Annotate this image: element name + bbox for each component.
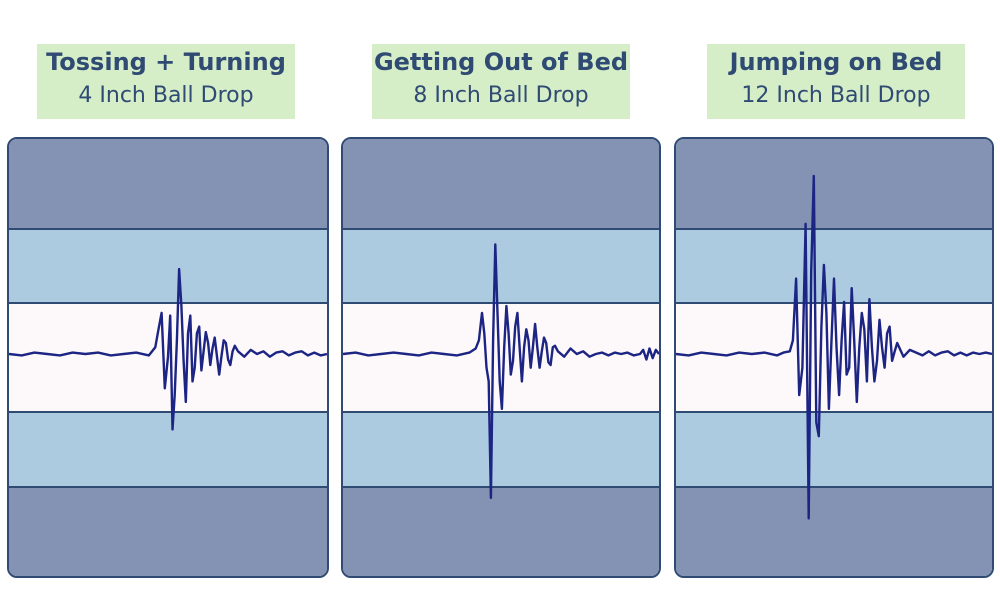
chart-band xyxy=(343,412,659,487)
chart-title: Jumping on Bed xyxy=(729,48,943,76)
chart-subtitle: 8 Inch Ball Drop xyxy=(413,83,589,108)
chart-band xyxy=(343,229,659,303)
chart-title: Getting Out of Bed xyxy=(373,48,629,76)
chart-subtitle: 4 Inch Ball Drop xyxy=(78,83,254,108)
chart-band xyxy=(9,487,327,576)
vibration-series-line xyxy=(9,267,327,431)
chart-title: Tossing + Turning xyxy=(46,48,286,76)
chart-band xyxy=(676,412,992,487)
chart-svg xyxy=(9,139,327,576)
chart-panel xyxy=(7,137,329,578)
chart-band xyxy=(9,229,327,303)
vibration-series-line xyxy=(343,243,659,500)
chart-title-box: Getting Out of Bed 8 Inch Ball Drop xyxy=(372,44,630,119)
chart-svg xyxy=(343,139,659,576)
chart-title-box: Tossing + Turning 4 Inch Ball Drop xyxy=(37,44,295,119)
chart-band xyxy=(343,487,659,576)
chart-band xyxy=(9,139,327,231)
vibration-series-line xyxy=(676,174,992,520)
chart-svg xyxy=(676,139,992,576)
chart-band xyxy=(676,139,992,231)
chart-band xyxy=(676,487,992,576)
chart-panel xyxy=(674,137,994,578)
chart-panel xyxy=(341,137,661,578)
chart-band xyxy=(676,303,992,412)
chart-band xyxy=(343,139,659,231)
chart-title-box: Jumping on Bed 12 Inch Ball Drop xyxy=(707,44,965,119)
chart-subtitle: 12 Inch Ball Drop xyxy=(741,83,931,108)
chart-band xyxy=(9,412,327,487)
